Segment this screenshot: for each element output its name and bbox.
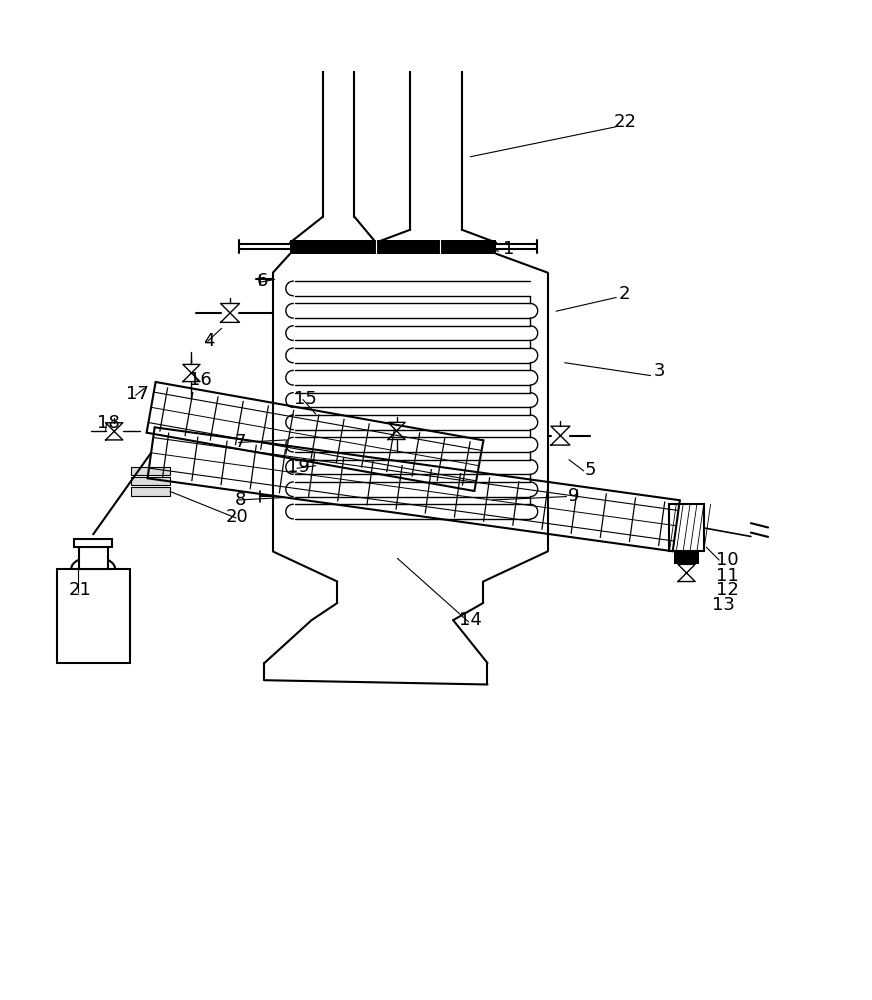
Text: 13: 13 [712,596,735,614]
Text: 6: 6 [257,272,269,290]
Text: 4: 4 [203,332,215,350]
Text: 16: 16 [188,371,211,389]
Text: 19: 19 [287,458,310,476]
Bar [57,569,130,663]
Text: 2: 2 [619,285,630,303]
Text: 8: 8 [235,491,246,509]
Text: 18: 18 [97,414,119,432]
Bar [670,504,704,551]
Bar [78,543,108,569]
Text: 3: 3 [653,362,664,380]
Bar [132,467,170,475]
Text: 10: 10 [717,551,739,569]
Bar [674,552,699,564]
Text: 7: 7 [235,433,246,451]
Text: 21: 21 [68,581,92,599]
Text: 15: 15 [294,390,317,408]
Text: 11: 11 [717,567,739,585]
Bar [132,477,170,485]
Text: 22: 22 [613,113,637,131]
Text: 1: 1 [503,240,514,258]
Text: 14: 14 [459,611,481,629]
Text: 12: 12 [716,581,739,599]
Text: 20: 20 [226,508,249,526]
Text: 5: 5 [585,461,596,479]
Text: 9: 9 [568,487,579,505]
Bar [74,539,112,547]
Bar [132,487,170,496]
Text: 17: 17 [126,385,149,403]
Bar [290,240,496,254]
